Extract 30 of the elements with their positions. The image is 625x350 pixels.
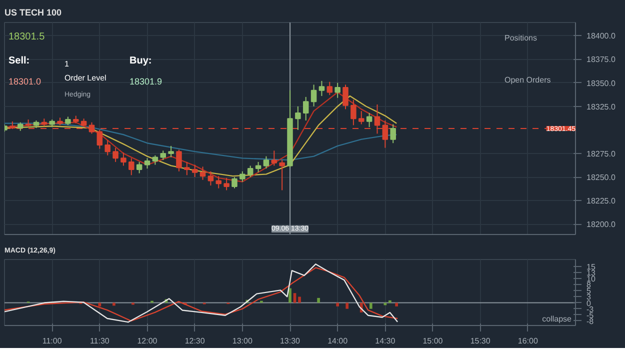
- annotation: Open Orders: [504, 76, 551, 84]
- annotation: Sell:: [8, 56, 30, 66]
- annotation: collapse: [542, 314, 572, 324]
- annotation: 18301.5: [8, 32, 46, 42]
- x-tick-label: 15:00: [422, 336, 444, 346]
- annotation: Order Level: [64, 74, 107, 82]
- y-tick-label: 18325.0: [586, 102, 616, 112]
- y-tick-label: 18350.0: [586, 78, 616, 88]
- annotation: 18301.9: [130, 76, 162, 86]
- x-tick-label: 12:00: [137, 336, 158, 346]
- x-tick-label: 13:00: [232, 336, 253, 346]
- annotation: 1: [64, 60, 70, 68]
- x-tick-label: 15:30: [470, 336, 491, 346]
- y-tick-label: 18250.0: [586, 173, 616, 182]
- annotation: 18301.0: [8, 76, 42, 86]
- x-tick-label: 16:00: [518, 336, 538, 346]
- x-tick-label: 13:30: [280, 336, 301, 346]
- x-tick-label: 12:30: [184, 336, 206, 346]
- x-tick-label: 14:30: [375, 336, 396, 346]
- y-tick-label: 18400.0: [586, 32, 616, 41]
- y-tick-label: 18275.0: [586, 149, 616, 158]
- annotation: Positions: [504, 34, 537, 42]
- y-tick-label: 18200.0: [586, 220, 616, 230]
- x-tick-label: 11:30: [90, 336, 110, 346]
- x-tick-label: 11:00: [42, 336, 62, 346]
- y-tick-label: 18375.0: [586, 55, 616, 64]
- annotation: Buy:: [130, 56, 152, 66]
- chart-title: US TECH 100: [4, 8, 62, 18]
- y-tick-label: 18225.0: [586, 196, 616, 206]
- x-tick-label: 14:00: [328, 336, 348, 346]
